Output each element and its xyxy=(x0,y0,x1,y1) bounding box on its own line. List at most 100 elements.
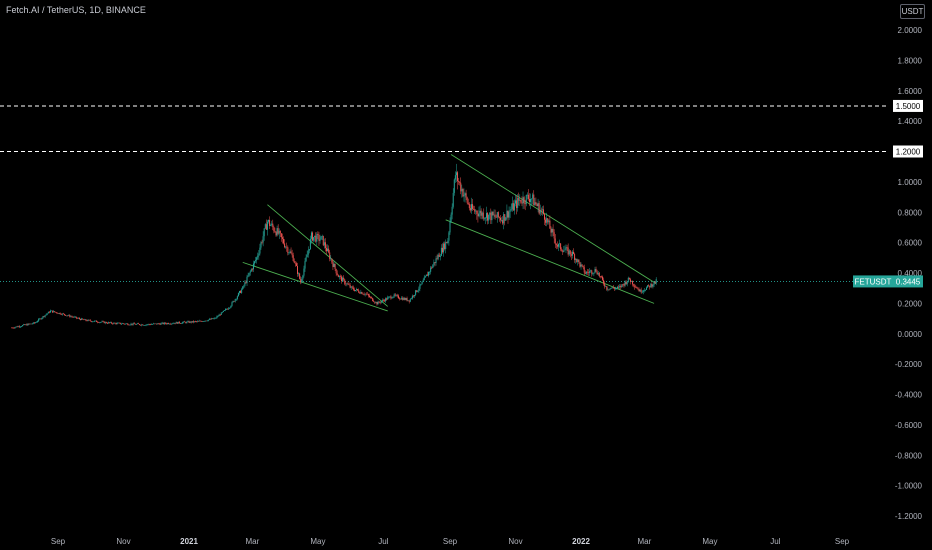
x-tick-label: May xyxy=(702,537,717,546)
candle-body xyxy=(339,276,341,277)
candle-body xyxy=(625,281,627,285)
candle-body xyxy=(639,289,641,292)
candle-body xyxy=(591,270,593,274)
candle-body xyxy=(595,269,597,272)
candle-body xyxy=(633,284,635,286)
candle-body xyxy=(544,214,546,220)
candle-body xyxy=(522,197,524,204)
candle-body xyxy=(531,198,533,200)
candle-body xyxy=(41,317,43,320)
candle-body xyxy=(502,220,504,224)
candle-body xyxy=(458,181,460,182)
candle-body xyxy=(624,281,626,286)
y-tick-label: 2.0000 xyxy=(898,26,923,35)
candle-body xyxy=(331,258,333,263)
candle-body xyxy=(24,324,26,326)
candle-body xyxy=(181,323,183,324)
candle-body xyxy=(156,323,158,325)
candle-body xyxy=(449,221,451,233)
candle-body xyxy=(170,323,172,325)
candle-body xyxy=(561,249,563,251)
candle-body xyxy=(131,323,133,325)
candle-body xyxy=(75,316,77,319)
candle-body xyxy=(394,294,396,296)
currency-unit-button[interactable]: USDT xyxy=(900,4,925,19)
candle-body xyxy=(489,212,491,215)
candle-body xyxy=(512,203,514,211)
candle-body xyxy=(318,234,320,241)
candle-body xyxy=(605,286,607,287)
candle-body xyxy=(111,322,113,324)
level-price-badge xyxy=(893,145,923,158)
candle-body xyxy=(415,290,417,295)
candle-body xyxy=(172,323,174,325)
candle-body xyxy=(439,255,441,257)
candle-body xyxy=(103,321,105,324)
candle-body xyxy=(71,316,73,318)
candle-body xyxy=(102,321,104,323)
candle-body xyxy=(453,179,455,193)
candle-body xyxy=(330,258,332,260)
candle-body xyxy=(520,199,522,203)
candle-body xyxy=(244,282,246,286)
candle-body xyxy=(229,307,231,309)
candle-body xyxy=(313,237,315,241)
candle-body xyxy=(445,241,447,250)
trendline[interactable] xyxy=(445,219,655,304)
candle-body xyxy=(541,209,543,211)
candle-body xyxy=(426,274,428,276)
candle-body xyxy=(39,318,41,320)
candle-body xyxy=(428,271,430,276)
candle-body xyxy=(302,275,304,280)
candle-body xyxy=(273,227,275,232)
candle-body xyxy=(260,242,262,248)
x-tick-label: Jul xyxy=(378,537,388,546)
candle-body xyxy=(258,253,260,256)
candle-body xyxy=(388,296,390,298)
candle-body xyxy=(194,321,196,322)
candle-body xyxy=(494,214,496,218)
candle-body xyxy=(350,286,352,288)
candle-body xyxy=(612,287,614,289)
candle-body xyxy=(406,298,408,301)
candle-body xyxy=(526,194,528,196)
candle-body xyxy=(539,209,541,214)
candle-body xyxy=(278,230,280,234)
candle-body xyxy=(255,260,257,262)
trendline[interactable] xyxy=(450,154,657,285)
candle-body xyxy=(168,323,170,324)
candle-body xyxy=(20,326,22,327)
trendline[interactable] xyxy=(267,204,389,307)
candle-body xyxy=(63,313,65,315)
candle-body xyxy=(201,321,203,322)
candle-body xyxy=(88,319,90,321)
current-price-label: 0.3445 xyxy=(896,277,921,286)
candle-body xyxy=(578,259,580,263)
y-tick-label: -0.4000 xyxy=(895,391,923,400)
candle-body xyxy=(327,248,329,252)
candle-body xyxy=(360,292,362,294)
candle-body xyxy=(95,320,97,322)
candle-body xyxy=(476,210,478,215)
candle-body xyxy=(198,321,200,322)
candle-body xyxy=(303,268,305,276)
candle-body xyxy=(165,323,167,325)
candle-body xyxy=(356,289,358,290)
candle-body xyxy=(74,316,76,318)
candle-body xyxy=(328,248,330,253)
candle-body xyxy=(580,264,582,267)
candle-body xyxy=(335,268,337,274)
x-tick-label: Mar xyxy=(637,537,651,546)
candle-body xyxy=(575,258,577,260)
trendline[interactable] xyxy=(242,261,388,312)
candle-body xyxy=(516,200,518,208)
candle-body xyxy=(438,254,440,257)
candle-body xyxy=(641,291,643,293)
candle-body xyxy=(568,250,570,255)
chart-title: Fetch.AI / TetherUS, 1D, BINANCE xyxy=(6,5,146,15)
candle-body xyxy=(117,322,119,324)
candle-body xyxy=(504,214,506,221)
candle-body xyxy=(589,271,591,273)
candle-body xyxy=(385,298,387,302)
